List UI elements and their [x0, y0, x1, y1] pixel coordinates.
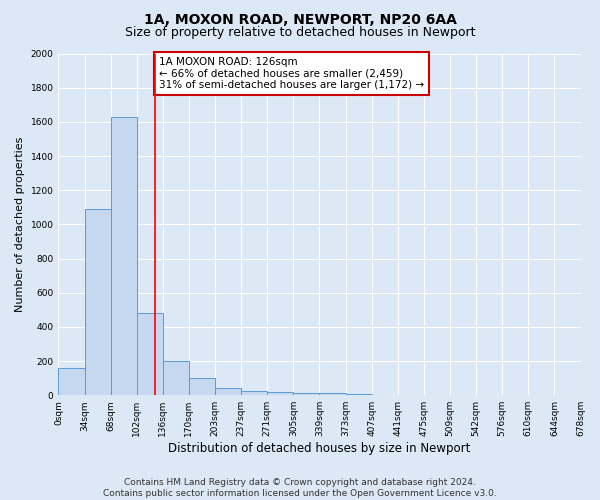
Bar: [110, 116, 137, 395]
Text: 1A, MOXON ROAD, NEWPORT, NP20 6AA: 1A, MOXON ROAD, NEWPORT, NP20 6AA: [143, 12, 457, 26]
Bar: [163, 361, 189, 395]
Y-axis label: Number of detached properties: Number of detached properties: [15, 136, 25, 312]
Bar: [137, 313, 163, 395]
Bar: [293, 392, 319, 395]
Text: 1A MOXON ROAD: 126sqm
← 66% of detached houses are smaller (2,459)
31% of semi-d: 1A MOXON ROAD: 126sqm ← 66% of detached …: [159, 57, 424, 90]
Bar: [215, 388, 241, 395]
Text: Contains HM Land Registry data © Crown copyright and database right 2024.
Contai: Contains HM Land Registry data © Crown c…: [103, 478, 497, 498]
Bar: [241, 391, 267, 395]
Bar: [319, 394, 346, 395]
Bar: [346, 394, 371, 395]
Text: Size of property relative to detached houses in Newport: Size of property relative to detached ho…: [125, 26, 475, 39]
X-axis label: Distribution of detached houses by size in Newport: Distribution of detached houses by size …: [168, 442, 470, 455]
Bar: [85, 209, 110, 395]
Bar: [58, 368, 85, 395]
Bar: [267, 392, 293, 395]
Bar: [189, 378, 215, 395]
